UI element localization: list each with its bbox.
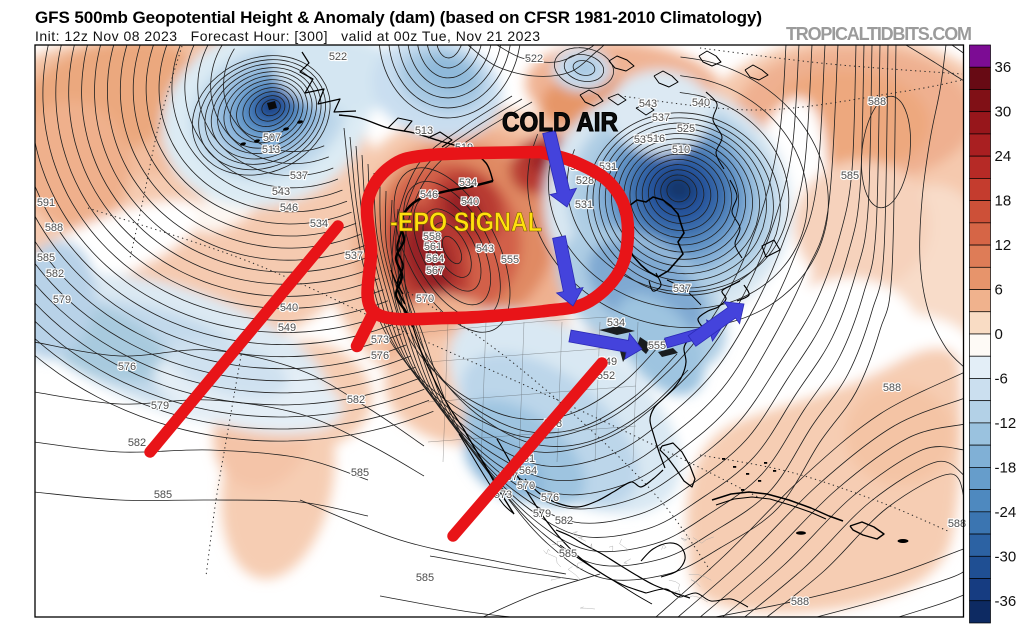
svg-text:-36: -36 (995, 593, 1017, 610)
svg-text:555: 555 (648, 340, 666, 352)
svg-text:537: 537 (652, 112, 670, 124)
svg-text:582: 582 (347, 394, 365, 406)
svg-text:588: 588 (45, 222, 63, 234)
svg-text:582: 582 (128, 437, 146, 449)
svg-text:585: 585 (37, 252, 55, 264)
svg-text:537: 537 (290, 170, 308, 182)
svg-text:513: 513 (415, 125, 433, 137)
svg-text:522: 522 (525, 53, 543, 65)
svg-text:507: 507 (263, 132, 281, 144)
svg-text:513: 513 (262, 144, 280, 156)
svg-text:537: 537 (673, 283, 691, 295)
svg-text:564: 564 (426, 253, 444, 265)
svg-text:579: 579 (151, 400, 169, 412)
svg-text:-6: -6 (995, 370, 1008, 387)
svg-text:516: 516 (647, 133, 665, 145)
svg-text:570: 570 (416, 293, 434, 305)
svg-text:-EPO SIGNAL: -EPO SIGNAL (390, 207, 542, 237)
svg-text:-18: -18 (995, 459, 1017, 476)
svg-text:528: 528 (576, 175, 594, 187)
svg-text:0: 0 (995, 326, 1003, 343)
svg-text:Init: 12z Nov 08 2023 Foreca: Init: 12z Nov 08 2023 Forecast Hour: [30… (35, 28, 540, 44)
svg-text:561: 561 (424, 241, 442, 253)
svg-text:564: 564 (519, 465, 537, 477)
svg-text:-30: -30 (995, 548, 1017, 565)
svg-text:570: 570 (517, 480, 535, 492)
svg-text:540: 540 (461, 196, 479, 208)
svg-text:543: 543 (639, 98, 657, 110)
svg-text:558: 558 (423, 231, 441, 243)
svg-text:591: 591 (37, 197, 55, 209)
svg-text:555: 555 (501, 254, 519, 266)
svg-text:546: 546 (280, 202, 298, 214)
svg-text:540: 540 (692, 97, 710, 109)
svg-text:549: 549 (278, 322, 296, 334)
svg-text:588: 588 (883, 382, 901, 394)
svg-text:588: 588 (948, 518, 966, 530)
svg-text:582: 582 (46, 268, 64, 280)
svg-text:546: 546 (420, 189, 438, 201)
svg-text:534: 534 (310, 218, 328, 230)
svg-text:6: 6 (995, 282, 1003, 299)
svg-text:585: 585 (559, 548, 577, 560)
svg-text:576: 576 (371, 350, 389, 362)
svg-text:-24: -24 (995, 504, 1017, 521)
svg-text:585: 585 (416, 572, 434, 584)
svg-text:585: 585 (154, 489, 172, 501)
svg-text:531: 531 (575, 199, 593, 211)
svg-text:567: 567 (426, 265, 444, 277)
svg-text:24: 24 (995, 148, 1012, 165)
svg-text:585: 585 (841, 170, 859, 182)
svg-text:522: 522 (329, 51, 347, 63)
svg-text:-12: -12 (995, 415, 1017, 432)
svg-text:588: 588 (868, 96, 886, 108)
svg-text:TROPICALTIDBITS.COM: TROPICALTIDBITS.COM (786, 24, 972, 44)
svg-text:12: 12 (995, 237, 1012, 254)
svg-text:537: 537 (345, 250, 363, 262)
svg-text:579: 579 (53, 294, 71, 306)
svg-text:GFS 500mb Geopotential Height: GFS 500mb Geopotential Height & Anomaly … (35, 8, 762, 27)
svg-text:588: 588 (791, 596, 809, 608)
svg-text:36: 36 (995, 59, 1012, 76)
svg-text:30: 30 (995, 104, 1012, 121)
svg-text:534: 534 (459, 177, 477, 189)
svg-text:COLD AIR: COLD AIR (502, 107, 618, 137)
svg-text:18: 18 (995, 193, 1012, 210)
svg-text:540: 540 (280, 302, 298, 314)
svg-text:510: 510 (672, 144, 690, 156)
svg-text:543: 543 (476, 243, 494, 255)
svg-text:579: 579 (533, 508, 551, 520)
svg-text:576: 576 (541, 492, 559, 504)
svg-text:585: 585 (351, 467, 369, 479)
svg-text:525: 525 (677, 123, 695, 135)
svg-text:534: 534 (634, 134, 652, 146)
svg-text:576: 576 (118, 361, 136, 373)
svg-text:573: 573 (371, 334, 389, 346)
svg-text:582: 582 (555, 515, 573, 527)
svg-text:534: 534 (607, 317, 625, 329)
svg-text:543: 543 (272, 186, 290, 198)
